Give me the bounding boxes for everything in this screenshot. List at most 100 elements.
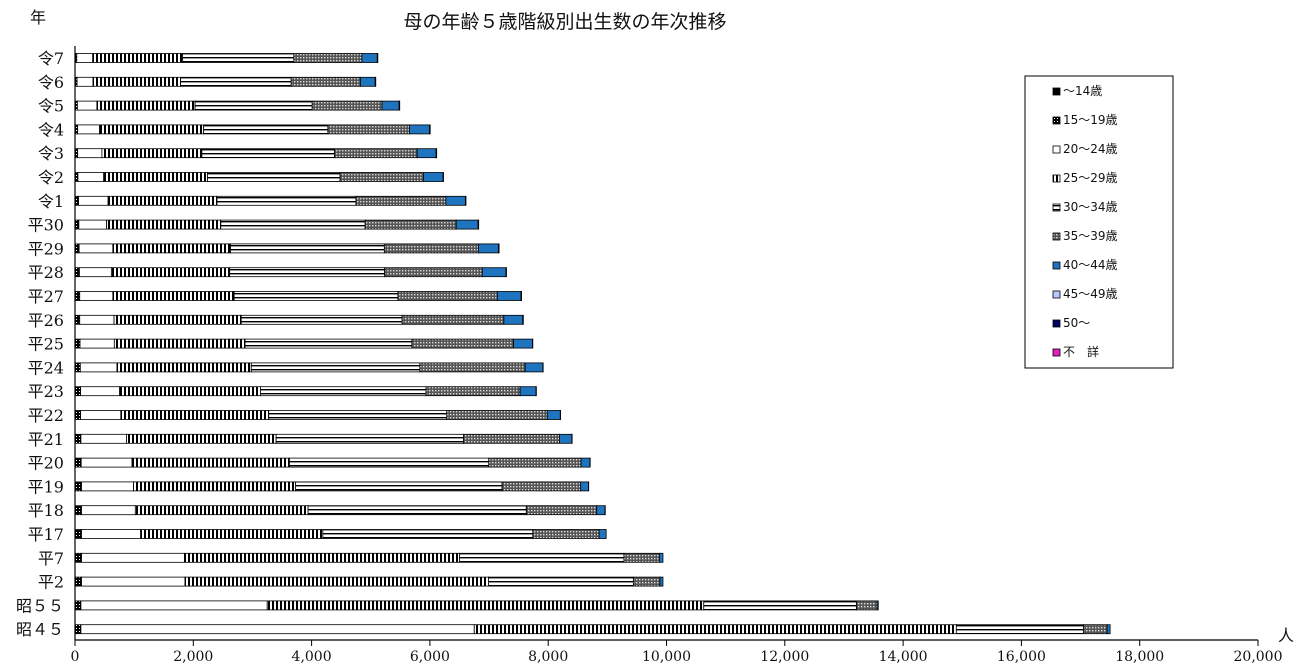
bar-segment (74, 291, 81, 301)
bar-segment (513, 338, 533, 349)
bar-segment (397, 291, 498, 301)
bar-segment (131, 457, 290, 468)
bar-segment (81, 552, 185, 563)
bar-segment (112, 291, 235, 301)
bar-segment (398, 100, 401, 111)
bar-segment (505, 267, 507, 278)
bar-segment (311, 100, 383, 111)
bar-segment (81, 576, 186, 587)
bar-segment (116, 362, 252, 373)
bar-segment (376, 53, 379, 63)
legend-label: 15～19歳 (1063, 113, 1118, 127)
bar-segment (233, 291, 399, 301)
bar-segment (80, 433, 127, 444)
x-axis-unit: 人 (1278, 626, 1294, 645)
bar-segment (364, 219, 457, 230)
bar-segment (74, 410, 82, 420)
bar-segment (268, 410, 448, 420)
bar-segment (290, 76, 361, 87)
bar-segment (80, 600, 268, 611)
bar-segment (520, 291, 522, 301)
category-label: 平24 (28, 358, 64, 377)
bar-segment (498, 243, 500, 254)
bar-segment (532, 529, 600, 539)
bar-segment (78, 219, 108, 230)
bar-segment (216, 195, 357, 206)
x-tick-label: 0 (71, 649, 80, 664)
bar-segment (229, 267, 386, 278)
legend-label: 20～24歳 (1063, 142, 1118, 156)
bar-segment (92, 53, 184, 63)
bar-segment (442, 172, 444, 182)
bar-segment (99, 124, 205, 135)
category-label: 平29 (28, 239, 64, 258)
category-label: 昭５５ (16, 596, 64, 615)
legend-label: 35～39歳 (1063, 229, 1118, 243)
bar-segment (119, 386, 261, 397)
legend-swatch (1052, 319, 1061, 328)
bar-segment (481, 267, 507, 278)
bar-segment (559, 433, 573, 444)
bar-segment (107, 195, 218, 206)
x-tick-label: 2,000 (173, 649, 213, 664)
bar-segment (184, 552, 460, 563)
bar-segment (79, 291, 114, 301)
bar-segment (525, 505, 598, 516)
bar-segment (140, 529, 324, 539)
bar-segment (96, 100, 196, 111)
bar-segment (81, 505, 136, 516)
bar-segment (74, 433, 82, 444)
bar-segment (580, 481, 589, 492)
bar-segment (478, 243, 499, 254)
bar-segment (322, 529, 534, 539)
bar-segment (1083, 624, 1108, 635)
bar-segment (596, 505, 606, 516)
legend-box (1024, 75, 1174, 369)
legend-swatch (1052, 174, 1061, 183)
bar-segment (295, 481, 503, 492)
legend: ～14歳 15～19歳 20～24歳 25～29歳 30～34歳 35～39歳 40～44歳… (1024, 75, 1174, 369)
bar-segment (74, 481, 82, 492)
bar-segment (78, 195, 109, 206)
bar-segment (361, 53, 378, 63)
legend-label: 40～44歳 (1063, 258, 1118, 272)
category-label: 令6 (38, 73, 64, 92)
chart-title: 母の年齢５歳階級別出生数の年次推移 (403, 11, 726, 33)
bar-segment (703, 600, 857, 611)
bar-segment (113, 338, 246, 349)
legend-swatch (1052, 116, 1061, 125)
bar-segment (182, 53, 295, 63)
bar-segment (411, 338, 514, 349)
bar-segment (522, 314, 524, 325)
bar-segment (260, 386, 427, 397)
bar-segment (80, 410, 122, 420)
bar-segment (855, 600, 878, 611)
bar-segment (381, 100, 400, 111)
bar-segment (250, 362, 421, 373)
x-tick-label: 4,000 (292, 649, 332, 664)
bar-segment (876, 600, 879, 611)
x-tick-label: 14,000 (879, 649, 928, 664)
bar-segment (429, 124, 431, 135)
legend-label: 50～ (1063, 316, 1090, 330)
legend-label: 30～34歳 (1063, 200, 1118, 214)
x-tick-label: 8,000 (528, 649, 568, 664)
bar-segment (79, 362, 118, 373)
bar-segment (74, 529, 82, 539)
x-tick-label: 16,000 (997, 649, 1046, 664)
bar-segment (419, 362, 526, 373)
bar-segment (79, 338, 115, 349)
category-label: 令1 (38, 192, 64, 211)
bar-segment (74, 624, 82, 635)
bar-segment (77, 124, 100, 135)
legend-swatch (1052, 290, 1061, 299)
bar-segment (74, 362, 81, 373)
bar-segment (113, 314, 242, 325)
x-tick-label: 18,000 (1115, 649, 1164, 664)
bar-segment (359, 76, 376, 87)
bar-segment (220, 219, 366, 230)
bar-segment (77, 172, 104, 182)
bar-segment (74, 576, 82, 587)
bar-segment (580, 457, 591, 468)
